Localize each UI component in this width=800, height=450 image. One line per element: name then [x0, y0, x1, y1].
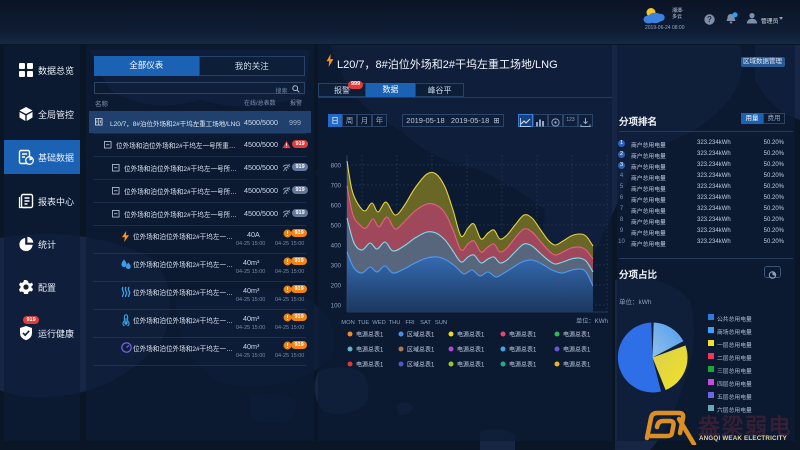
svg-text:?: ? — [707, 15, 712, 24]
svg-text:电源总表1: 电源总表1 — [457, 331, 485, 339]
svg-text:电源总表1: 电源总表1 — [356, 361, 384, 369]
svg-text:600: 600 — [331, 203, 342, 210]
svg-text:区域总表1: 区域总表1 — [407, 361, 435, 369]
svg-text:500: 500 — [331, 223, 342, 230]
svg-text:电源总表1: 电源总表1 — [457, 346, 485, 354]
svg-text:400: 400 — [331, 243, 342, 250]
svg-text:200: 200 — [331, 283, 342, 290]
svg-text:单位：KWh: 单位：KWh — [576, 317, 609, 325]
svg-text:电源总表1: 电源总表1 — [509, 331, 537, 339]
svg-text:700: 700 — [331, 183, 342, 190]
svg-text:电源总表1: 电源总表1 — [563, 361, 591, 369]
svg-text:电源总表1: 电源总表1 — [356, 331, 384, 339]
svg-text:WED: WED — [372, 320, 386, 326]
svg-text:SUN: SUN — [435, 320, 447, 326]
svg-text:区域总表1: 区域总表1 — [407, 346, 435, 354]
svg-text:区域总表1: 区域总表1 — [407, 331, 435, 339]
svg-text:800: 800 — [331, 163, 342, 170]
svg-text:电源总表1: 电源总表1 — [457, 361, 485, 369]
svg-text:电源总表1: 电源总表1 — [509, 346, 537, 354]
svg-text:TUE: TUE — [358, 320, 370, 326]
svg-text:100: 100 — [331, 303, 342, 310]
svg-text:电源总表1: 电源总表1 — [509, 361, 537, 369]
svg-text:SAT: SAT — [420, 320, 431, 326]
svg-text:电源总表1: 电源总表1 — [356, 346, 384, 354]
svg-text:电源总表1: 电源总表1 — [563, 331, 591, 339]
svg-text:电源总表1: 电源总表1 — [563, 346, 591, 354]
svg-text:FRI: FRI — [405, 320, 415, 326]
svg-text:300: 300 — [331, 263, 342, 270]
svg-text:MON: MON — [341, 320, 355, 326]
svg-text:THU: THU — [389, 320, 401, 326]
